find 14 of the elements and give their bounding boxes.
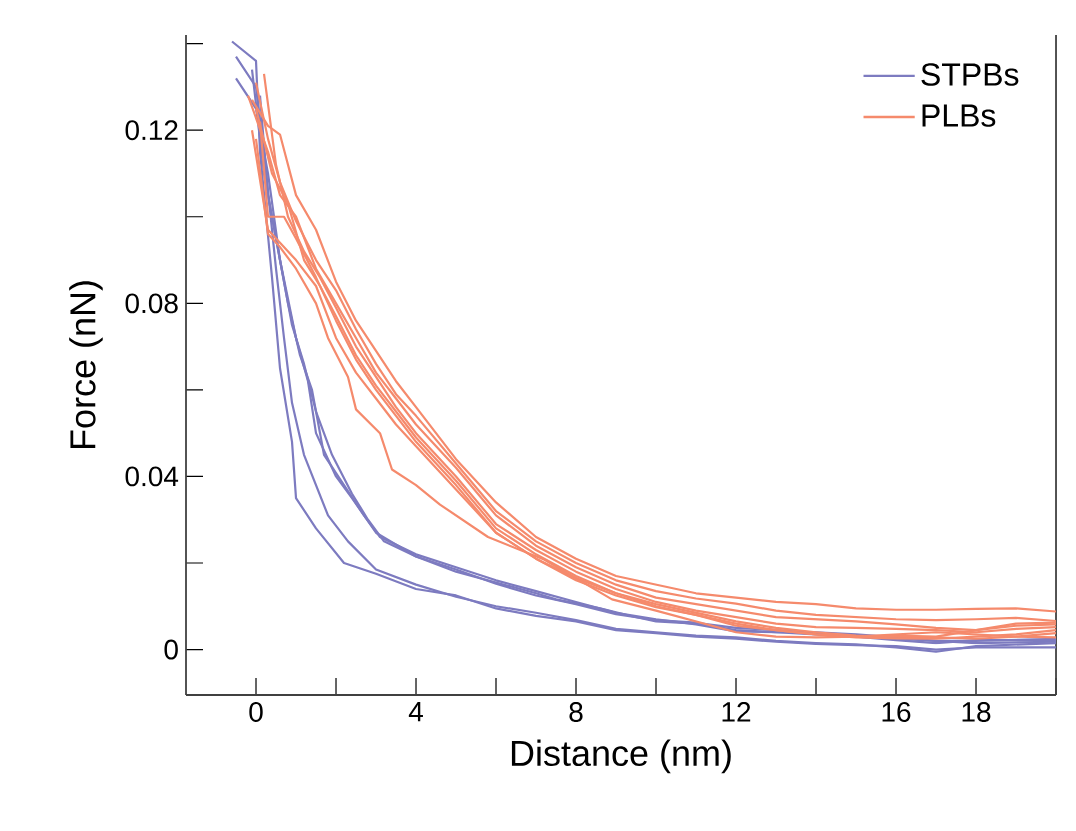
y-tick-label: 0.04: [125, 466, 179, 487]
legend-label: STPBs: [921, 63, 1019, 86]
legend-label: PLBs: [922, 104, 996, 127]
y-tick-label: 0: [164, 639, 178, 660]
y-tick-label: 0.12: [125, 120, 178, 141]
y-axis-title: Force (nN): [69, 281, 103, 449]
x-tick-label: 16: [882, 702, 911, 722]
x-tick-label: 8: [569, 702, 583, 722]
y-tick-label: 0.08: [125, 293, 178, 314]
x-tick-label: 0: [249, 702, 263, 722]
x-tick-label: 4: [408, 702, 423, 722]
x-axis-title: Distance (nm): [511, 739, 731, 774]
x-tick-label: 18: [962, 702, 991, 722]
x-tick-label: 12: [722, 702, 751, 722]
